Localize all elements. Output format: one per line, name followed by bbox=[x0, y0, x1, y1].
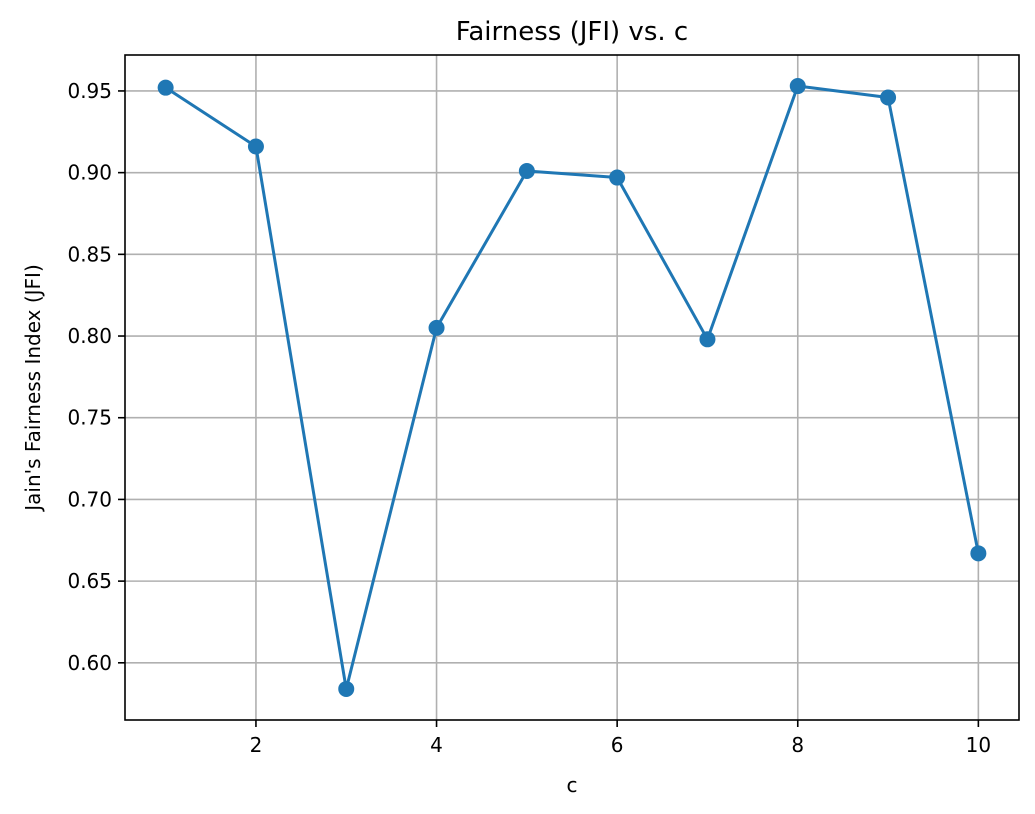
y-tick-label: 0.90 bbox=[67, 161, 112, 185]
y-tick-label: 0.80 bbox=[67, 324, 112, 348]
data-point bbox=[157, 79, 174, 96]
y-axis-label: Jain's Fairness Index (JFI) bbox=[21, 264, 45, 513]
data-point bbox=[247, 138, 264, 155]
y-tick-label: 0.70 bbox=[67, 487, 112, 511]
data-point bbox=[609, 169, 626, 186]
y-tick-label: 0.75 bbox=[67, 406, 112, 430]
x-axis-label: c bbox=[567, 773, 578, 797]
series-line bbox=[164, 84, 980, 691]
chart-title: Fairness (JFI) vs. c bbox=[456, 17, 688, 47]
x-tick-label: 2 bbox=[250, 733, 263, 757]
y-tick-label: 0.65 bbox=[67, 569, 112, 593]
y-tick-label: 0.85 bbox=[67, 242, 112, 266]
y-tick-label: 0.95 bbox=[67, 79, 112, 103]
data-point bbox=[699, 331, 716, 348]
data-point bbox=[880, 89, 897, 106]
x-tick-label: 6 bbox=[611, 733, 624, 757]
x-tick-label: 10 bbox=[966, 733, 991, 757]
x-tick-label: 4 bbox=[430, 733, 443, 757]
data-point bbox=[338, 680, 355, 697]
data-point bbox=[518, 163, 535, 180]
data-point bbox=[428, 319, 445, 336]
x-tick-label: 8 bbox=[791, 733, 804, 757]
data-point bbox=[970, 545, 987, 562]
y-tick-label: 0.60 bbox=[67, 651, 112, 675]
series bbox=[157, 78, 987, 697]
grid-lines bbox=[125, 55, 1019, 720]
data-point bbox=[789, 78, 806, 95]
plot-frame bbox=[124, 54, 1020, 721]
axis-ticks: 2 4 6 8 10 0.60 0.65 0.70 0.75 0.80 0.85 0.90 0.95 bbox=[67, 79, 991, 757]
